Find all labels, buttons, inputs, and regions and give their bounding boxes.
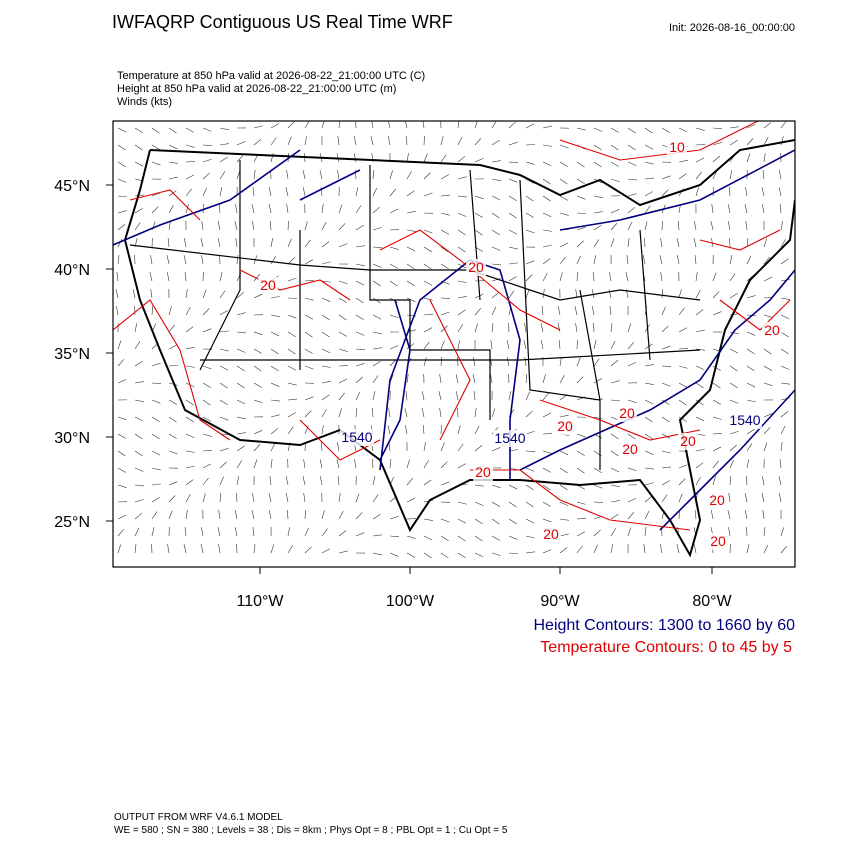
temperature-contour-label: 20 [619, 405, 635, 421]
temperature-contour-label: 20 [622, 441, 638, 457]
field-label: Height at 850 hPa valid at 2026-08-22_21… [117, 83, 396, 95]
lon-label: 100°W [386, 593, 435, 610]
lon-label: 90°W [540, 593, 580, 610]
lat-label: 25°N [54, 514, 90, 531]
temperature-legend: Temperature Contours: 0 to 45 by 5 [540, 639, 792, 656]
height-contour-label: 1540 [729, 412, 760, 428]
temperature-contour-label: 20 [710, 533, 726, 549]
temperature-contour-label: 20 [709, 492, 725, 508]
field-label: Winds (kts) [117, 96, 172, 108]
init-time: Init: 2026-08-16_00:00:00 [669, 22, 795, 34]
height-contour-label: 1540 [341, 429, 372, 445]
temperature-contour-label: 10 [669, 139, 685, 155]
lat-label: 45°N [54, 178, 90, 195]
temperature-contour-label: 20 [557, 418, 573, 434]
lat-label: 30°N [54, 430, 90, 447]
footer-model: OUTPUT FROM WRF V4.6.1 MODEL [114, 812, 283, 823]
height-contour-label: 1540 [494, 430, 525, 446]
temperature-contour-label: 20 [468, 259, 484, 275]
temperature-contour-label: 20 [680, 433, 696, 449]
temperature-contour-label: 20 [543, 526, 559, 542]
lon-label: 110°W [236, 593, 284, 610]
lon-label: 80°W [692, 593, 732, 610]
height-legend: Height Contours: 1300 to 1660 by 60 [533, 617, 795, 634]
title: IWFAQRP Contiguous US Real Time WRF [112, 12, 453, 32]
temperature-contour-label: 20 [764, 322, 780, 338]
footer-settings: WE = 580 ; SN = 380 ; Levels = 38 ; Dis … [114, 825, 508, 836]
lat-label: 35°N [54, 346, 90, 363]
field-label: Temperature at 850 hPa valid at 2026-08-… [117, 70, 425, 82]
lat-label: 40°N [54, 262, 90, 279]
temperature-contour-label: 20 [260, 277, 276, 293]
temperature-contour-label: 20 [475, 464, 491, 480]
